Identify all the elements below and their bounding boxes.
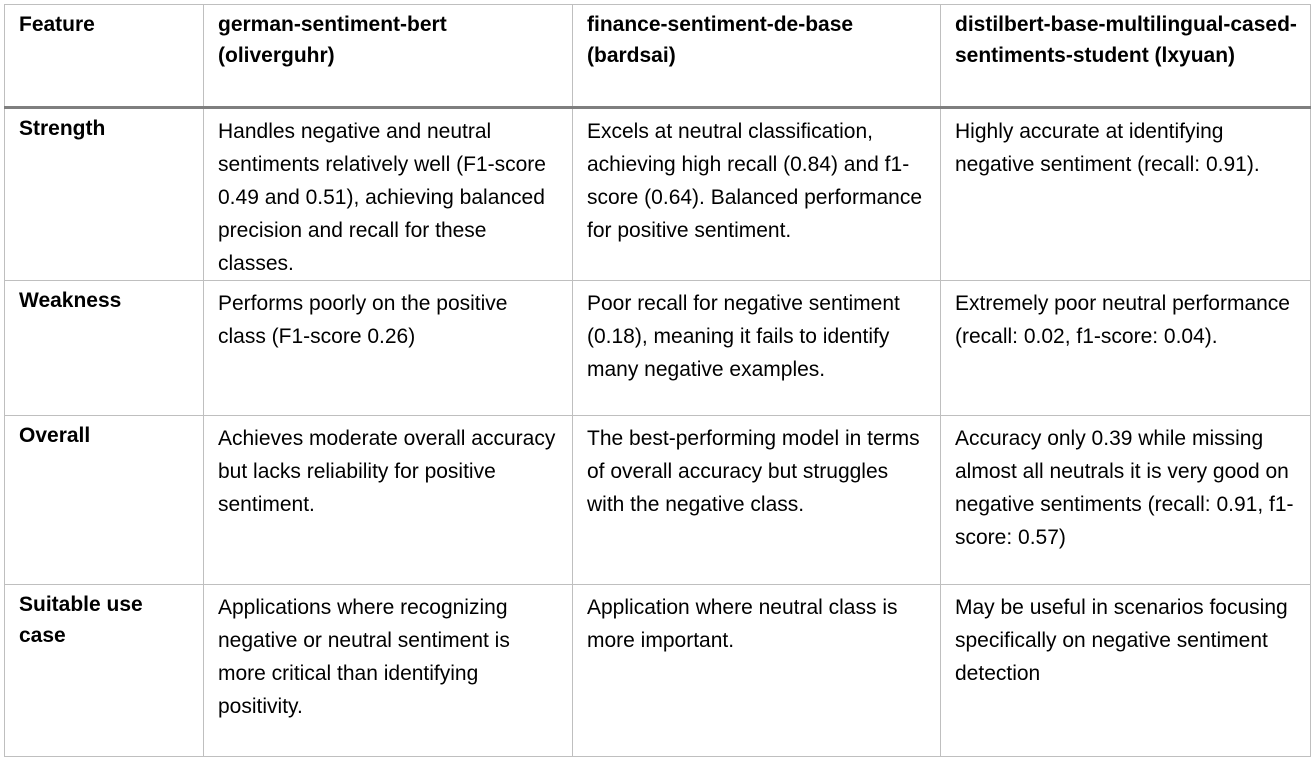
table-cell: Achieves moderate overall accuracy but l… xyxy=(203,415,573,585)
row-label-suitable-use-case: Suitable use case xyxy=(4,584,204,757)
table-cell: Applications where recognizing negative … xyxy=(203,584,573,757)
header-cell-finance-sentiment-de-base: finance-sentiment-de-base (bardsai) xyxy=(572,4,941,109)
header-row: Feature german-sentiment-bert (oliverguh… xyxy=(4,4,1311,109)
header-cell-german-sentiment-bert: german-sentiment-bert (oliverguhr) xyxy=(203,4,573,109)
table-cell: The best-performing model in terms of ov… xyxy=(572,415,941,585)
row-label-weakness: Weakness xyxy=(4,280,204,416)
model-comparison-table: Feature german-sentiment-bert (oliverguh… xyxy=(4,4,1311,757)
table-cell: Application where neutral class is more … xyxy=(572,584,941,757)
table-cell: Handles negative and neutral sentiments … xyxy=(203,107,573,281)
table-cell: Excels at neutral classification, achiev… xyxy=(572,107,941,281)
table-row-suitable-use-case: Suitable use case Applications where rec… xyxy=(4,584,1311,757)
table-cell: Accuracy only 0.39 while missing almost … xyxy=(940,415,1311,585)
row-label-strength: Strength xyxy=(4,107,204,281)
header-cell-feature: Feature xyxy=(4,4,204,109)
table-cell: Highly accurate at identifying negative … xyxy=(940,107,1311,281)
table-cell: Poor recall for negative sentiment (0.18… xyxy=(572,280,941,416)
row-label-overall: Overall xyxy=(4,415,204,585)
table-row-strength: Strength Handles negative and neutral se… xyxy=(4,107,1311,281)
table-row-weakness: Weakness Performs poorly on the positive… xyxy=(4,280,1311,416)
table-cell: May be useful in scenarios focusing spec… xyxy=(940,584,1311,757)
header-cell-distilbert-multilingual: distilbert-base-multilingual-cased-senti… xyxy=(940,4,1311,109)
table-cell: Extremely poor neutral performance (reca… xyxy=(940,280,1311,416)
table-row-overall: Overall Achieves moderate overall accura… xyxy=(4,415,1311,585)
table-cell: Performs poorly on the positive class (F… xyxy=(203,280,573,416)
